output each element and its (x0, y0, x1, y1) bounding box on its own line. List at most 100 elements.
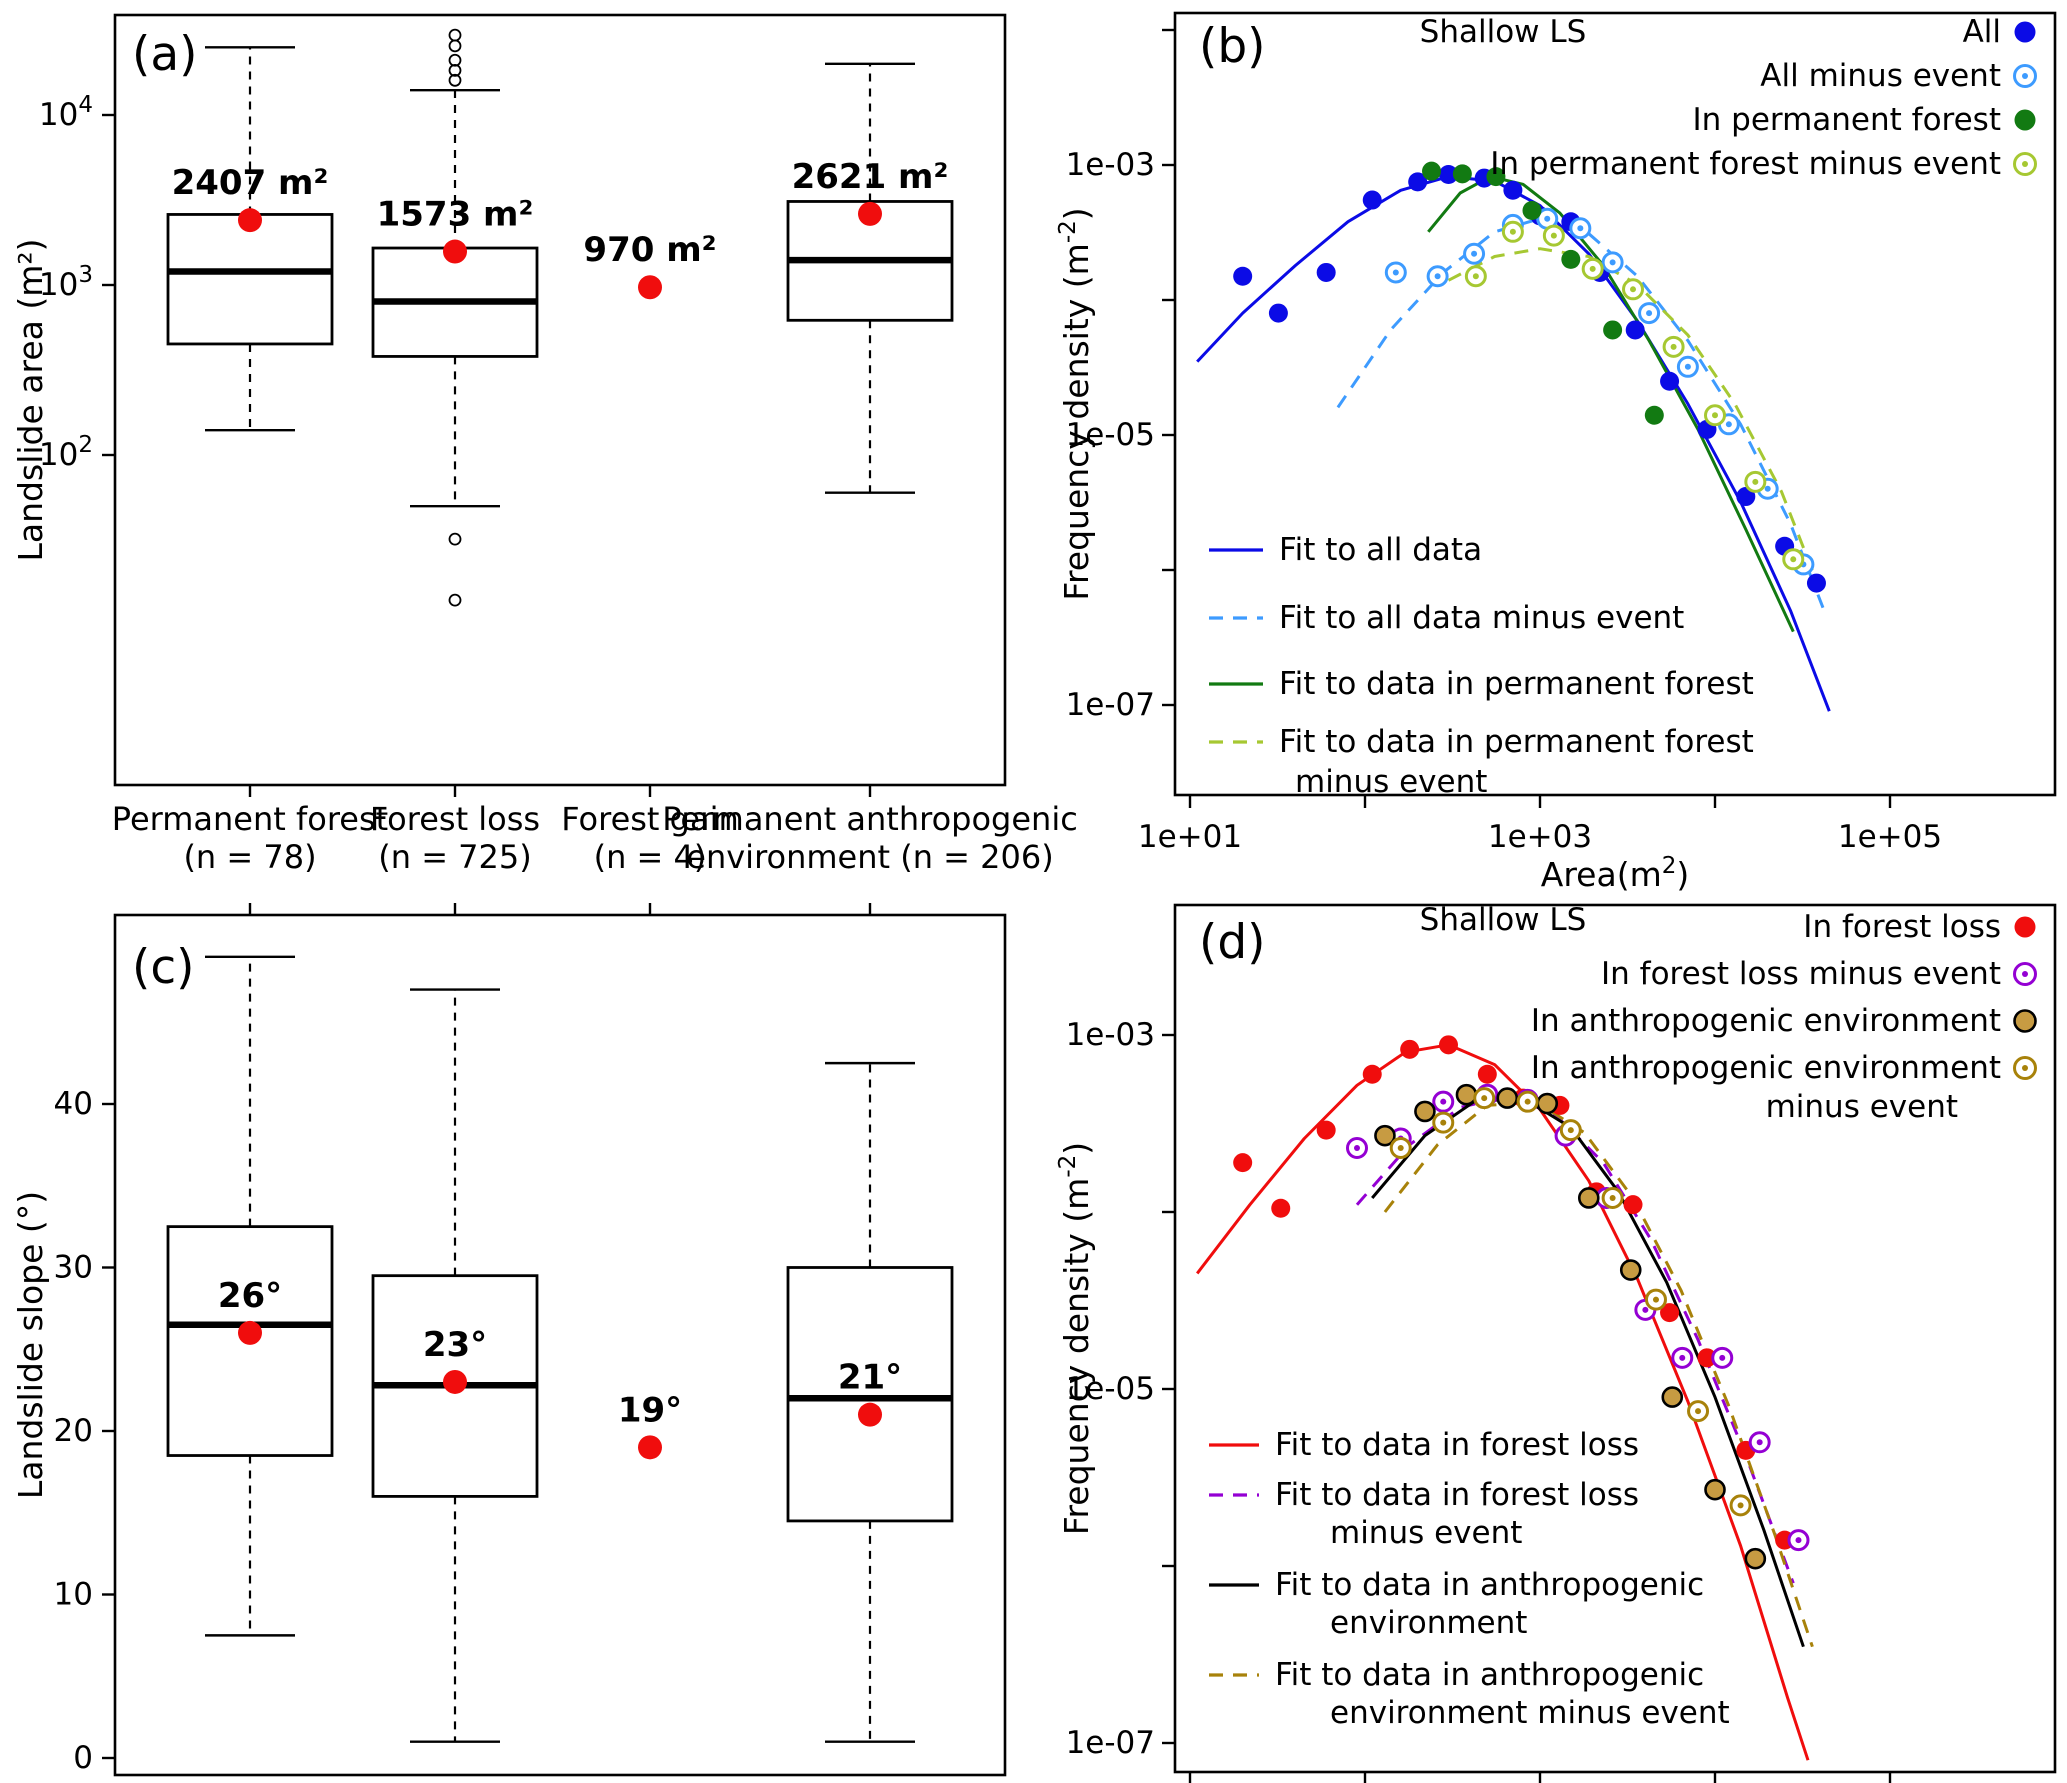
category-label: Permanent anthropogenic (662, 800, 1078, 838)
y-tick-label: 1e-07 (1066, 1725, 1155, 1761)
data-point-center (1764, 485, 1771, 492)
data-point (1522, 201, 1542, 221)
data-point (1316, 1120, 1336, 1140)
data-point (1536, 1092, 1559, 1115)
data-point (2014, 109, 2036, 131)
data-point-center (1589, 265, 1596, 272)
data-point-center (1609, 259, 1616, 266)
series-in-permanent-forest-minus-event (1464, 220, 1805, 571)
data-point (1268, 303, 1288, 323)
mean-label: 26° (218, 1276, 282, 1316)
data-point (1316, 262, 1336, 282)
panel-label: (d) (1199, 915, 1266, 970)
y-axis-label: Frequency density (m-2) (1055, 207, 1096, 600)
data-point-center (1756, 1439, 1763, 1446)
data-point (1619, 1259, 1642, 1281)
data-point (1477, 1064, 1497, 1084)
boxplot-group-3: 970 m² (583, 230, 717, 300)
series-in-anthropogenic-environment (1374, 1083, 1767, 1570)
y-tick-label: 40 (54, 1086, 93, 1122)
y-tick-label: 0 (73, 1740, 93, 1776)
data-point-center (1790, 556, 1797, 563)
data-point-center (1392, 269, 1399, 276)
boxplot-group-4: 21° (786, 1061, 954, 1743)
y-tick-label: 1e-03 (1066, 1017, 1155, 1053)
mean-dot (858, 201, 882, 226)
y-tick-label: 20 (54, 1413, 93, 1449)
legend-label: environment (1330, 1605, 1527, 1641)
fit-line (1427, 175, 1795, 633)
plot-border (113, 913, 1007, 1777)
data-point (1744, 1547, 1767, 1570)
y-axis-label: Landslide slope (°) (11, 1191, 50, 1499)
boxplot-group-2: 1573 m² (371, 28, 539, 607)
data-point-center (1567, 1127, 1574, 1134)
data-point-center (2022, 971, 2028, 977)
mean-label: 1573 m² (377, 195, 534, 235)
data-point-center (1609, 1194, 1616, 1201)
legend-label: Fit to all data minus event (1279, 600, 1684, 636)
panel-label: (c) (132, 940, 195, 995)
data-point-center (1481, 1095, 1488, 1102)
outlier-point (448, 28, 462, 42)
data-point (1660, 1303, 1680, 1323)
data-point-center (1440, 1119, 1447, 1126)
data-point-center (1524, 1098, 1531, 1105)
y-axis-label: Landslide area (m²) (11, 239, 50, 562)
fit-line (1196, 1043, 1810, 1761)
mean-label: 23° (423, 1325, 487, 1365)
series-in-permanent-forest (1422, 161, 1664, 425)
category-label: Permanent forest (112, 800, 388, 838)
data-point-center (1670, 343, 1677, 350)
y-tick-label: 103 (39, 262, 93, 303)
data-point-center (2022, 73, 2028, 79)
data-point (1438, 1035, 1458, 1055)
data-point-center (1471, 250, 1478, 257)
data-point-center (1440, 1098, 1447, 1105)
data-point (1660, 371, 1680, 391)
boxplot-group-3: 19° (618, 1390, 682, 1460)
panel-a-landslide-area-boxplot: 102 103 104 Landslide area (m²) (a) 2407 m² Pe… (11, 13, 1078, 876)
data-point-center (1550, 232, 1557, 239)
panel-d-frequency-density-loss-chart: 1e-03 1e-05 1e-07 Frequency density (m-2) Sh… (1055, 902, 2057, 1783)
data-point (1438, 165, 1458, 185)
data-point (1603, 320, 1623, 340)
data-point (1577, 1187, 1600, 1209)
legend-label: Fit to data in anthropogenic (1275, 1567, 1704, 1603)
data-point (1561, 249, 1581, 269)
fit-line (1336, 217, 1826, 612)
mean-dot (238, 208, 262, 233)
data-point-center (1695, 1408, 1702, 1415)
data-point-center (1509, 228, 1516, 235)
data-point (1644, 405, 1664, 425)
data-point-center (1737, 1502, 1744, 1509)
data-point (1806, 573, 1826, 593)
panel-label: (a) (132, 27, 197, 82)
panel-b-frequency-density-forest-chart: 1e+01 1e+03 1e+05 1e-03 1e-05 1e-07 Frequency … (1055, 11, 2057, 894)
category-label: (n = 78) (183, 838, 316, 876)
y-tick-label: 30 (54, 1250, 93, 1286)
mean-label: 19° (618, 1390, 682, 1430)
data-point (1623, 1195, 1643, 1215)
data-point (1496, 1087, 1519, 1109)
y-tick-label: 102 (39, 432, 93, 473)
data-point-center (2022, 161, 2028, 167)
legend-label: Fit to data in forest loss (1275, 1477, 1639, 1513)
legend-label: In anthropogenic environment (1531, 1050, 2001, 1086)
data-point (1362, 190, 1382, 210)
data-point-center (1472, 273, 1479, 280)
data-point (1697, 1348, 1717, 1368)
legend-label: environment minus event (1330, 1695, 1730, 1731)
panel-title: Shallow LS (1420, 902, 1587, 938)
data-point-center (1652, 1296, 1659, 1303)
mean-label: 970 m² (583, 230, 716, 270)
data-point-center (1397, 1144, 1404, 1151)
mean-label: 21° (838, 1358, 902, 1398)
legend-label: minus event (1295, 764, 1487, 800)
data-point-center (1642, 1306, 1649, 1313)
mean-label: 2407 m² (172, 163, 329, 203)
y-axis-label: Frequency density (m-2) (1055, 1142, 1096, 1535)
category-label: (n = 725) (378, 838, 531, 876)
data-point (1422, 161, 1442, 181)
legend-label: All (1963, 14, 2001, 50)
